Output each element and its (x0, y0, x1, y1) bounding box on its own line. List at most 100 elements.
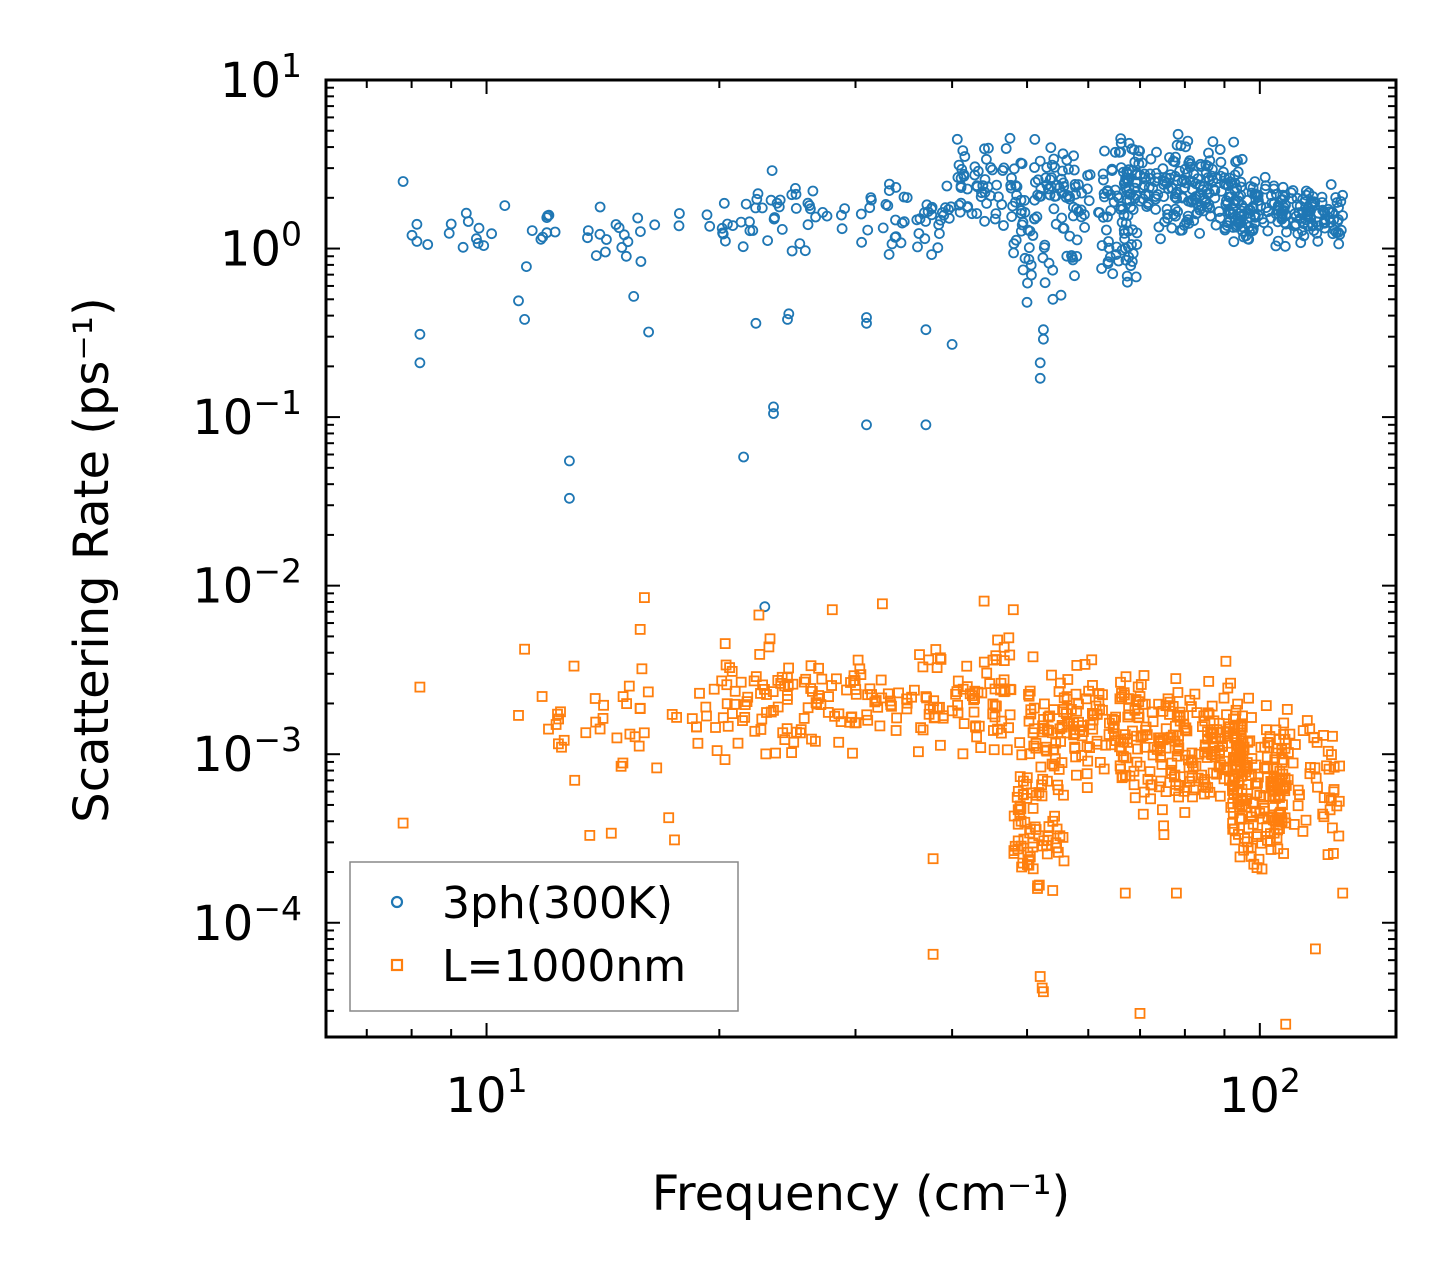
point-series-1 (1328, 761, 1340, 773)
point-series-0 (962, 183, 973, 195)
point-series-0 (882, 200, 894, 212)
point-series-1 (1014, 801, 1026, 813)
point-series-1 (783, 662, 794, 674)
point-series-0 (782, 313, 793, 325)
point-series-0 (1228, 236, 1240, 248)
point-series-1 (636, 663, 648, 675)
point-series-1 (874, 720, 886, 732)
point-series-0 (1068, 164, 1080, 176)
point-series-1 (872, 701, 884, 713)
point-series-1 (1109, 715, 1120, 726)
point-series-1 (1232, 698, 1243, 710)
point-series-0 (1130, 271, 1142, 283)
point-series-1 (1278, 717, 1290, 729)
point-series-1 (893, 687, 904, 699)
point-series-0 (1202, 160, 1214, 172)
point-series-0 (750, 202, 761, 214)
point-series-1 (768, 705, 779, 716)
point-series-1 (1218, 762, 1230, 774)
point-series-1 (1179, 722, 1191, 734)
point-series-1 (669, 834, 680, 846)
point-series-1 (552, 708, 563, 720)
point-series-1 (1155, 751, 1166, 763)
point-series-0 (1159, 216, 1170, 228)
point-series-1 (847, 747, 858, 759)
point-series-1 (737, 715, 748, 726)
point-series-0 (1004, 132, 1016, 144)
point-series-1 (777, 727, 789, 739)
point-series-1 (1093, 688, 1105, 699)
point-series-1 (1276, 815, 1288, 827)
point-series-1 (1118, 736, 1130, 748)
point-series-1 (988, 725, 999, 736)
point-series-1 (642, 686, 654, 698)
y-tick-label: 10−3 (192, 720, 302, 783)
point-series-0 (1184, 175, 1196, 187)
x-tick-label: 101 (446, 1061, 528, 1124)
point-series-0 (1252, 189, 1264, 201)
point-series-1 (1025, 704, 1037, 716)
point-series-1 (711, 745, 723, 756)
y-tick-label: 10−2 (192, 552, 302, 615)
point-series-0 (1195, 158, 1206, 170)
point-series-0 (1019, 194, 1030, 206)
point-series-1 (1015, 840, 1027, 852)
point-series-1 (909, 684, 920, 696)
point-series-1 (1058, 706, 1069, 718)
point-series-1 (770, 747, 781, 759)
point-series-0 (1155, 233, 1166, 245)
point-series-1 (1116, 772, 1128, 784)
point-series-1 (1294, 789, 1305, 801)
plot-frame (324, 78, 1398, 1039)
point-series-1 (1255, 741, 1267, 753)
point-series-1 (1279, 812, 1291, 824)
point-series-1 (1261, 751, 1273, 763)
point-series-1 (555, 706, 566, 718)
point-series-1 (1049, 753, 1061, 765)
point-series-1 (826, 680, 837, 691)
point-series-1 (901, 703, 913, 715)
point-series-1 (1122, 711, 1134, 723)
point-series-1 (1333, 830, 1345, 842)
point-series-0 (1007, 200, 1018, 212)
point-series-1 (753, 609, 765, 621)
point-series-1 (1243, 822, 1254, 834)
point-series-1 (1227, 783, 1239, 795)
point-series-1 (1084, 742, 1095, 753)
point-series-1 (1235, 794, 1247, 806)
point-series-1 (719, 754, 731, 765)
point-series-1 (671, 712, 682, 723)
point-series-1 (882, 688, 894, 700)
point-series-1 (1200, 781, 1211, 793)
point-series-0 (1127, 204, 1139, 216)
point-series-0 (912, 241, 923, 253)
point-series-0 (1005, 179, 1017, 191)
point-series-1 (992, 634, 1003, 646)
point-series-0 (411, 218, 423, 230)
point-series-1 (1117, 750, 1129, 762)
point-series-1 (1021, 778, 1032, 790)
point-series-1 (1156, 759, 1168, 770)
point-series-1 (1322, 745, 1334, 757)
point-series-1 (757, 679, 768, 691)
point-series-0 (1057, 222, 1069, 234)
point-series-1 (805, 683, 817, 694)
point-series-0 (1219, 222, 1231, 234)
point-series-1 (1081, 741, 1093, 752)
point-series-1 (1227, 728, 1239, 740)
point-series-1 (885, 699, 897, 711)
point-series-1 (1187, 791, 1198, 803)
point-series-0 (1043, 257, 1055, 269)
point-series-1 (1230, 754, 1242, 766)
point-series-0 (521, 261, 532, 273)
point-series-0 (1084, 169, 1096, 181)
point-series-1 (1001, 744, 1013, 756)
point-series-0 (790, 182, 801, 194)
point-series-0 (722, 218, 733, 230)
point-series-0 (478, 240, 490, 252)
point-series-1 (1227, 817, 1238, 829)
point-series-1 (1038, 986, 1049, 998)
point-series-1 (621, 698, 632, 709)
point-series-1 (877, 598, 888, 610)
point-series-1 (981, 667, 993, 679)
